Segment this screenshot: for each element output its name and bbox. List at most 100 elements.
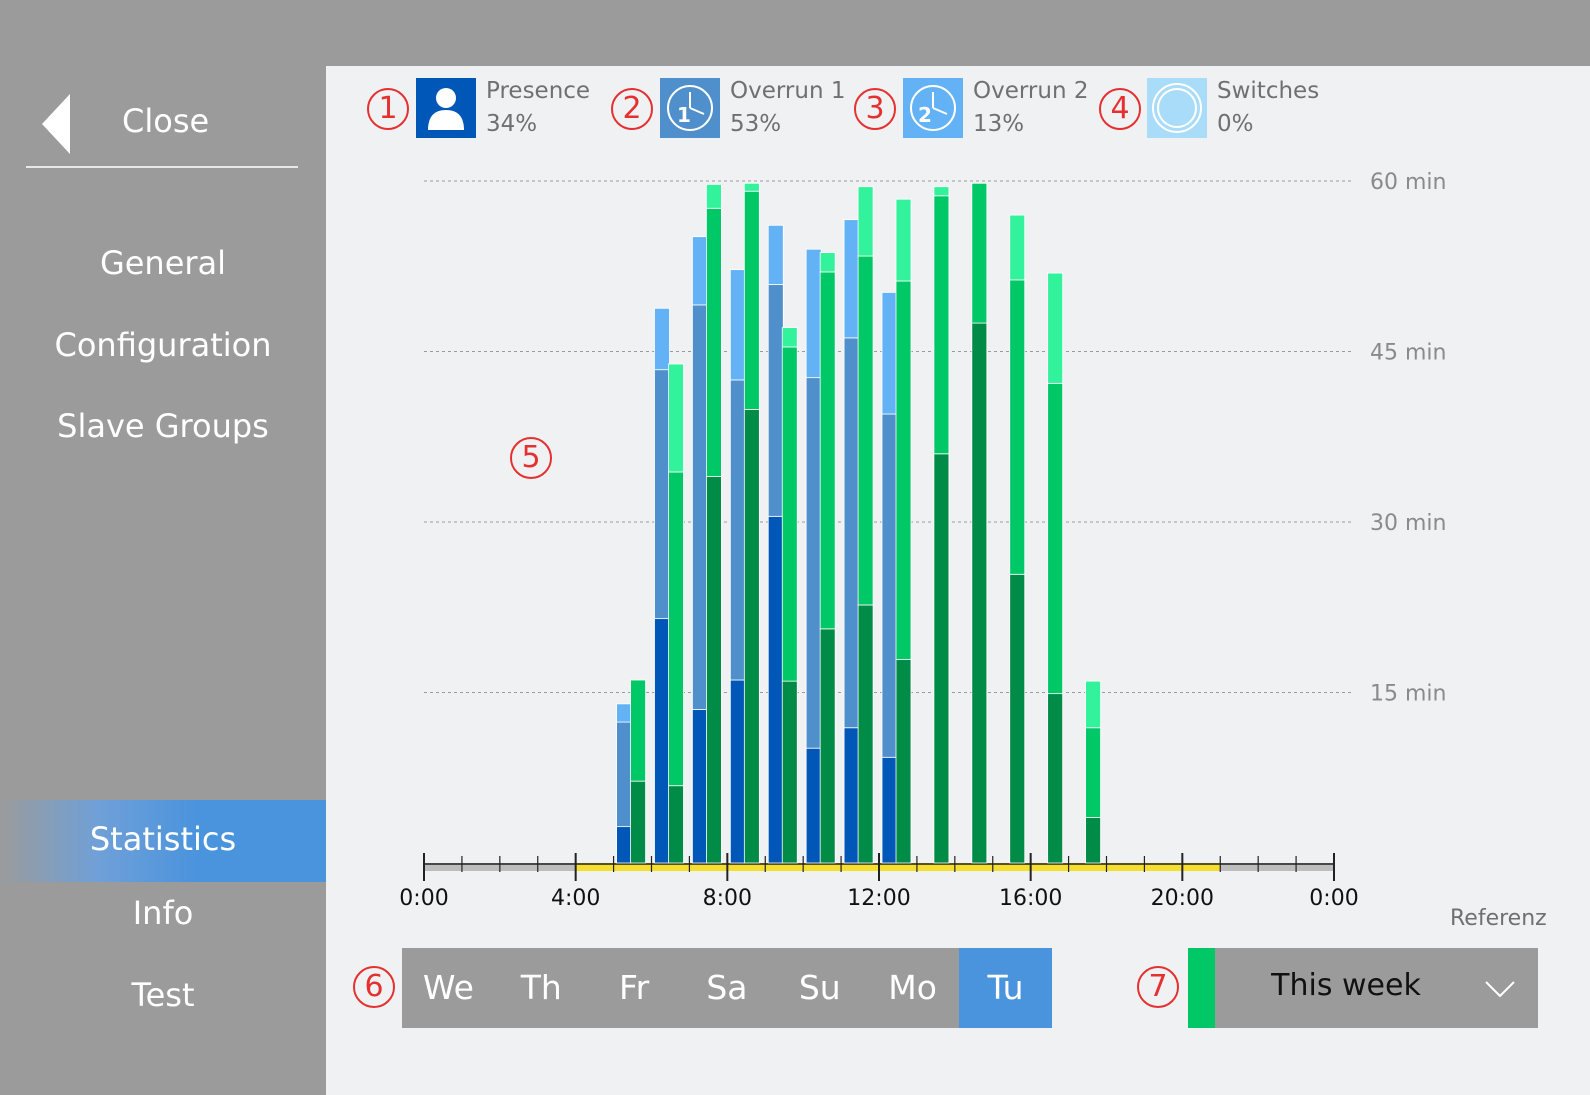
bar-reference-overrun-2 [819,252,836,273]
bar-overrun-2 [654,307,670,371]
close-label: Close [122,102,210,140]
bar-reference-presence [1009,573,1026,864]
x-tick-label: 0:00 [399,886,448,911]
bar-reference-overrun-1 [630,679,646,782]
y-tick-label: 30 min [1370,511,1446,536]
bar-reference-overrun-2 [668,363,684,473]
clock-1-icon: 1 [660,78,720,138]
bar-reference-presence [668,785,684,864]
legend-overrun-2-value: 13% [973,111,1025,137]
bar-presence [654,618,670,864]
bar-overrun-1 [881,413,898,758]
bar-presence [616,826,632,864]
bar-reference-overrun-2 [895,198,912,282]
x-axis-active-band [575,863,1221,871]
x-tick-label: 8:00 [703,886,752,911]
bar-reference-overrun-1 [743,190,760,410]
bar-presence [767,515,784,864]
bar-overrun-2 [805,248,822,379]
bar-reference-presence [971,322,988,864]
bar-overrun-2 [767,224,784,285]
marker-7: 7 [1137,966,1179,1008]
reference-dropdown[interactable]: This week [1188,948,1538,1028]
close-button[interactable]: Close [26,80,298,168]
bar-reference-overrun-1 [1047,382,1064,695]
y-tick-label: 60 min [1370,170,1446,195]
legend-presence-name: Presence [486,78,591,104]
bar-reference-overrun-2 [781,327,798,348]
nav-item-configuration[interactable]: Configuration [54,326,272,364]
y-tick-label: 15 min [1370,682,1446,707]
x-tick-label: 20:00 [1151,886,1214,911]
reference-label: Referenz [1450,906,1547,931]
legend-switches-name: Switches [1217,78,1320,104]
bar-reference-overrun-1 [668,471,684,787]
bar-reference-overrun-2 [1009,214,1026,281]
bar-overrun-1 [616,721,632,828]
bar-overrun-1 [767,284,784,517]
bar-overrun-2 [616,703,632,723]
back-arrow-icon [34,94,70,154]
bar-reference-overrun-1 [819,271,836,630]
nav-item-statistics-label: Statistics [89,820,237,858]
marker-4: 4 [1099,88,1141,130]
x-tick-label: 0:00 [1309,886,1358,911]
day-tab-sa[interactable]: Sa [706,968,748,1007]
nav-item-info[interactable]: Info [132,894,194,932]
svg-text:2: 2 [918,103,932,127]
nav-item-statistics[interactable]: Statistics [0,800,380,882]
y-tick-label: 45 min [1370,341,1446,366]
reference-color-swatch [1188,948,1215,1028]
bar-overrun-2 [843,219,860,339]
marker-3: 3 [854,88,896,130]
bar-presence [805,747,822,864]
day-tab-we[interactable]: We [422,968,474,1007]
bar-reference-overrun-1 [1009,279,1026,575]
day-tab-tu[interactable]: Tu [959,948,1052,1028]
x-tick-label: 12:00 [847,886,910,911]
bar-reference-overrun-1 [706,207,722,477]
bar-overrun-1 [654,369,670,620]
day-tab-fr[interactable]: Fr [619,968,650,1007]
bar-reference-overrun-1 [1085,727,1101,818]
svg-text:1: 1 [677,103,691,127]
bar-reference-presence [630,780,646,864]
legend-presence-value: 34% [486,111,538,137]
nav-item-slave-groups[interactable]: Slave Groups [57,407,269,445]
x-tick-label: 4:00 [551,886,600,911]
bar-reference-overrun-1 [781,346,798,682]
day-tab-th[interactable]: Th [520,968,562,1007]
bar-reference-presence [706,476,722,864]
bar-reference-overrun-1 [895,280,912,660]
bar-overrun-1 [843,337,860,729]
bar-reference-overrun-1 [857,255,874,606]
legend-overrun-2-name: Overrun 2 [973,78,1089,104]
bar-presence [692,709,708,864]
nav-item-test[interactable]: Test [131,976,195,1014]
bar-presence [843,727,860,864]
day-selector: We Th Fr Sa Su Mo Tu [402,948,1052,1028]
day-tab-su[interactable]: Su [798,968,841,1007]
bar-overrun-2 [729,269,746,381]
x-tick-label: 16:00 [999,886,1062,911]
top-bar [0,0,1590,66]
marker-1: 1 [367,88,409,130]
bar-presence [729,679,746,864]
chevron-down-icon [1485,981,1515,998]
marker-2: 2 [611,88,653,130]
bar-overrun-1 [729,379,746,681]
statistics-panel: 1 Presence 34% 2 1 Overrun 1 53% 3 2 Ove [326,66,1590,1095]
legend-overrun-1-name: Overrun 1 [730,78,846,104]
marker-6: 6 [353,966,395,1008]
bar-reference-overrun-2 [743,182,760,192]
bar-reference-presence [1047,693,1064,864]
bar-reference-presence [1085,817,1101,864]
nav-item-general[interactable]: General [99,244,227,282]
bar-overrun-1 [692,304,708,710]
day-tab-mo[interactable]: Mo [888,968,937,1007]
legend-overrun-1-value: 53% [730,111,782,137]
marker-5: 5 [510,437,552,479]
legend-switches-value: 0% [1217,111,1254,137]
bar-reference-presence [743,409,760,864]
bar-reference-overrun-2 [706,184,722,209]
